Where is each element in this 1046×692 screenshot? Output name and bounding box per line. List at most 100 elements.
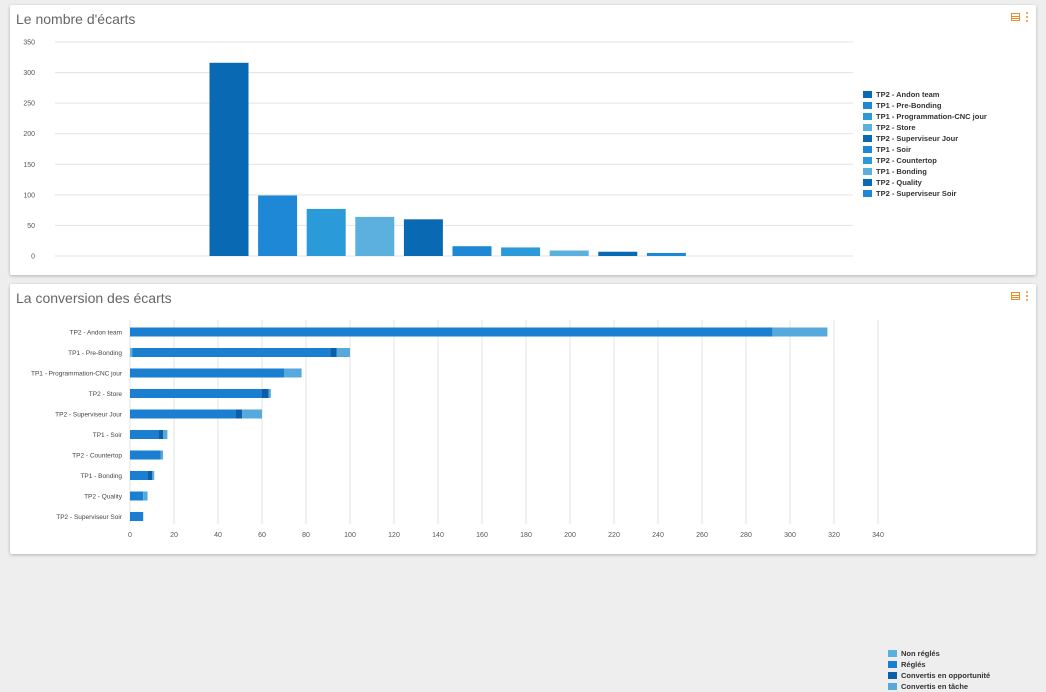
bar-segment: [130, 348, 133, 357]
legend-label: Réglés: [901, 660, 926, 669]
bar-segment: [284, 368, 302, 378]
x-tick-label: 40: [214, 532, 222, 539]
y-tick-label: 250: [23, 101, 35, 108]
bar: [598, 251, 638, 256]
legend-item[interactable]: Non réglés: [888, 648, 990, 659]
y-category-label: TP2 - Countertop: [72, 453, 122, 460]
x-tick-label: 120: [388, 532, 400, 539]
bar-segment: [143, 491, 148, 501]
legend-swatch: [888, 661, 897, 668]
y-category-label: TP2 - Superviseur Soir: [56, 514, 123, 521]
bar-segment: [130, 512, 144, 521]
legend-item[interactable]: TP2 - Store: [863, 122, 987, 133]
bar-segment: [268, 389, 271, 398]
legend-item[interactable]: TP1 - Bonding: [863, 166, 987, 177]
x-tick-label: 300: [784, 532, 796, 539]
table-view-icon[interactable]: [1011, 292, 1020, 300]
bar-segment: [163, 430, 168, 439]
bar-segment: [132, 348, 331, 357]
x-tick-label: 280: [740, 532, 752, 539]
legend-label: TP2 - Andon team: [876, 90, 940, 99]
bar-segment: [130, 409, 236, 419]
chart-legend: TP2 - Andon team TP1 - Pre-Bonding TP1 - P…: [863, 89, 987, 199]
bar-segment: [130, 389, 262, 398]
legend-swatch: [888, 683, 897, 690]
legend-label: TP2 - Superviseur Jour: [876, 134, 959, 143]
legend-swatch: [863, 135, 872, 142]
bar: [209, 62, 249, 256]
y-category-label: TP1 - Programmation-CNC jour: [31, 371, 123, 378]
bar-segment: [147, 471, 152, 480]
x-tick-label: 240: [652, 532, 664, 539]
x-tick-label: 220: [608, 532, 620, 539]
y-category-label: TP2 - Quality: [84, 494, 123, 501]
legend-item[interactable]: TP1 - Programmation-CNC jour: [863, 111, 987, 122]
chart-card-ecarts: Le nombre d'écarts 0 50 100 150 200 250 300 350…: [10, 5, 1036, 275]
legend-label: TP1 - Soir: [876, 145, 912, 154]
x-tick-label: 100: [344, 532, 356, 539]
legend-item[interactable]: Convertis en tâche: [888, 681, 990, 692]
y-category-label: TP2 - Store: [89, 391, 123, 398]
bar: [646, 252, 686, 256]
bar: [501, 247, 541, 256]
legend-swatch: [863, 113, 872, 120]
legend-item[interactable]: TP2 - Superviseur Soir: [863, 188, 987, 199]
more-options-icon[interactable]: [1026, 12, 1028, 22]
bar-segment: [336, 348, 350, 357]
bar-segment: [772, 327, 828, 337]
legend-swatch: [863, 157, 872, 164]
x-tick-label: 180: [520, 532, 532, 539]
bar: [549, 250, 589, 256]
legend-swatch: [863, 91, 872, 98]
bar-chart: 0 50 100 150 200 250 300 350: [23, 40, 853, 261]
bar-segment: [130, 368, 284, 378]
bar-segment: [262, 389, 269, 398]
x-tick-label: 20: [170, 532, 178, 539]
bar-segment: [130, 327, 773, 337]
x-tick-label: 160: [476, 532, 488, 539]
bar-segment: [130, 471, 148, 480]
table-view-icon[interactable]: [1011, 13, 1020, 21]
legend-swatch: [888, 672, 897, 679]
legend-swatch: [863, 102, 872, 109]
legend-item[interactable]: Réglés: [888, 659, 990, 670]
y-tick-label: 350: [23, 40, 35, 47]
bar: [452, 246, 492, 256]
y-category-label: TP1 - Pre-Bonding: [68, 350, 122, 357]
legend-item[interactable]: TP1 - Soir: [863, 144, 987, 155]
card-actions: [1011, 291, 1028, 301]
y-category-label: TP2 - Andon team: [70, 330, 122, 337]
bar-segment: [158, 430, 163, 439]
legend-item[interactable]: Convertis en opportunité: [888, 670, 990, 681]
bar-segment: [330, 348, 337, 357]
y-tick-label: 50: [27, 223, 35, 230]
stacked-bar-chart: 0 20 40 60 80 100 120 140 160 180 200 220 240 260 280 3…: [31, 320, 884, 539]
legend-swatch: [863, 179, 872, 186]
legend-label: TP1 - Programmation-CNC jour: [876, 112, 987, 121]
legend-label: TP1 - Pre-Bonding: [876, 101, 942, 110]
x-tick-label: 0: [128, 532, 132, 539]
bar: [355, 216, 395, 256]
legend-item[interactable]: TP2 - Superviseur Jour: [863, 133, 987, 144]
legend-item[interactable]: TP2 - Countertop: [863, 155, 987, 166]
legend-label: Convertis en opportunité: [901, 671, 991, 680]
bar-segment: [130, 450, 161, 460]
bar: [258, 195, 298, 256]
legend-item[interactable]: TP2 - Quality: [863, 177, 987, 188]
x-tick-label: 320: [828, 532, 840, 539]
legend-item[interactable]: TP2 - Andon team: [863, 89, 987, 100]
x-tick-label: 60: [258, 532, 266, 539]
bar-segment: [160, 450, 163, 460]
x-tick-label: 140: [432, 532, 444, 539]
y-tick-label: 0: [31, 254, 35, 261]
bar-segment: [130, 491, 144, 501]
legend-item[interactable]: TP1 - Pre-Bonding: [863, 100, 987, 111]
x-tick-label: 340: [872, 532, 884, 539]
more-options-icon[interactable]: [1026, 291, 1028, 301]
y-tick-label: 300: [23, 70, 35, 77]
legend-swatch: [863, 168, 872, 175]
x-tick-label: 80: [302, 532, 310, 539]
bar: [403, 219, 443, 256]
y-tick-label: 200: [23, 131, 35, 138]
chart-title: Le nombre d'écarts: [16, 11, 136, 27]
